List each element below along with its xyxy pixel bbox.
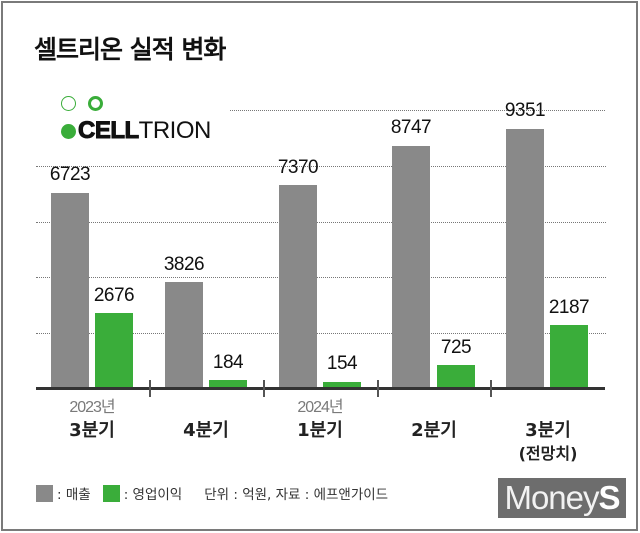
revenue-value-label: 6723 bbox=[49, 164, 91, 185]
moneys-watermark-logo: MoneyS bbox=[498, 478, 626, 518]
category-label: 4분기 bbox=[149, 397, 263, 443]
logo-circle-filled-icon bbox=[61, 124, 76, 139]
category-quarter: 3분기 bbox=[525, 420, 571, 441]
revenue-bar-2023q4 bbox=[165, 282, 203, 388]
op-profit-bar-2024q3 bbox=[550, 325, 588, 388]
op-profit-value-label: 2187 bbox=[548, 297, 590, 318]
celltrion-logo: CELLTRION bbox=[60, 96, 230, 144]
op-profit-value-label: 154 bbox=[326, 353, 358, 374]
legend-item-revenue: : 매출 bbox=[36, 483, 91, 503]
op-profit-bar-2024q1 bbox=[323, 382, 361, 388]
category-year bbox=[149, 397, 263, 419]
gridline bbox=[36, 277, 606, 278]
category-label: 2024년 1분기 bbox=[263, 397, 377, 443]
gridline bbox=[230, 110, 605, 111]
gridline bbox=[36, 166, 606, 167]
op-profit-bar-2023q4 bbox=[209, 380, 247, 388]
category-year: 2024년 bbox=[297, 399, 343, 416]
logo-wordmark: CELLTRION bbox=[78, 117, 212, 144]
category-label: 3분기 (전망치) bbox=[491, 397, 605, 465]
op-profit-value-label: 725 bbox=[440, 337, 472, 358]
watermark-bold-text: S bbox=[598, 479, 621, 516]
op-profit-value-label: 184 bbox=[212, 352, 244, 373]
category-year: 2023년 bbox=[69, 399, 115, 416]
logo-circle-outline-icon bbox=[61, 96, 76, 111]
x-axis-tick bbox=[490, 380, 492, 397]
revenue-swatch-icon bbox=[36, 484, 53, 502]
x-axis-tick bbox=[377, 380, 379, 397]
category-quarter: 3분기 bbox=[69, 420, 115, 441]
category-quarter: 2분기 bbox=[411, 420, 457, 441]
revenue-bar-2024q1 bbox=[279, 185, 317, 388]
revenue-value-label: 9351 bbox=[504, 100, 546, 121]
legend-item-operating-profit: : 영업이익 bbox=[102, 483, 183, 503]
x-axis-tick bbox=[263, 380, 265, 397]
gridline bbox=[36, 333, 606, 334]
logo-circle-thick-icon bbox=[88, 96, 103, 111]
revenue-bar-2024q3 bbox=[506, 129, 544, 388]
category-label: 2023년 3분기 bbox=[35, 397, 149, 443]
category-quarter: 4분기 bbox=[183, 420, 229, 441]
x-axis-tick bbox=[149, 380, 151, 397]
logo-bold-text: CELL bbox=[78, 117, 140, 144]
category-quarter: 1분기 bbox=[297, 420, 343, 441]
legend: : 매출 : 영업이익 단위 : 억원, 자료 : 에프앤가이드 bbox=[36, 483, 389, 503]
category-forecast-note: (전망치) bbox=[518, 444, 578, 463]
category-year bbox=[377, 397, 491, 419]
op-profit-swatch-icon bbox=[102, 484, 120, 502]
category-year bbox=[491, 397, 605, 419]
op-profit-bar-2023q3 bbox=[95, 313, 133, 388]
legend-label: : 영업이익 bbox=[123, 487, 183, 503]
logo-light-text: TRION bbox=[138, 117, 212, 144]
revenue-bar-2023q3 bbox=[51, 193, 89, 388]
legend-label: : 매출 bbox=[57, 487, 91, 503]
chart-title: 셀트리온 실적 변화 bbox=[34, 35, 226, 64]
revenue-value-label: 7370 bbox=[277, 157, 319, 178]
watermark-light-text: Money bbox=[504, 479, 599, 516]
category-label: 2분기 bbox=[377, 397, 491, 443]
unit-source-note: 단위 : 억원, 자료 : 에프앤가이드 bbox=[204, 487, 389, 503]
revenue-value-label: 3826 bbox=[163, 254, 205, 275]
op-profit-bar-2024q2 bbox=[437, 365, 475, 388]
revenue-value-label: 8747 bbox=[390, 117, 432, 138]
gridline bbox=[36, 222, 606, 223]
x-axis-baseline bbox=[36, 387, 605, 390]
revenue-bar-2024q2 bbox=[392, 146, 430, 388]
op-profit-value-label: 2676 bbox=[93, 285, 135, 306]
